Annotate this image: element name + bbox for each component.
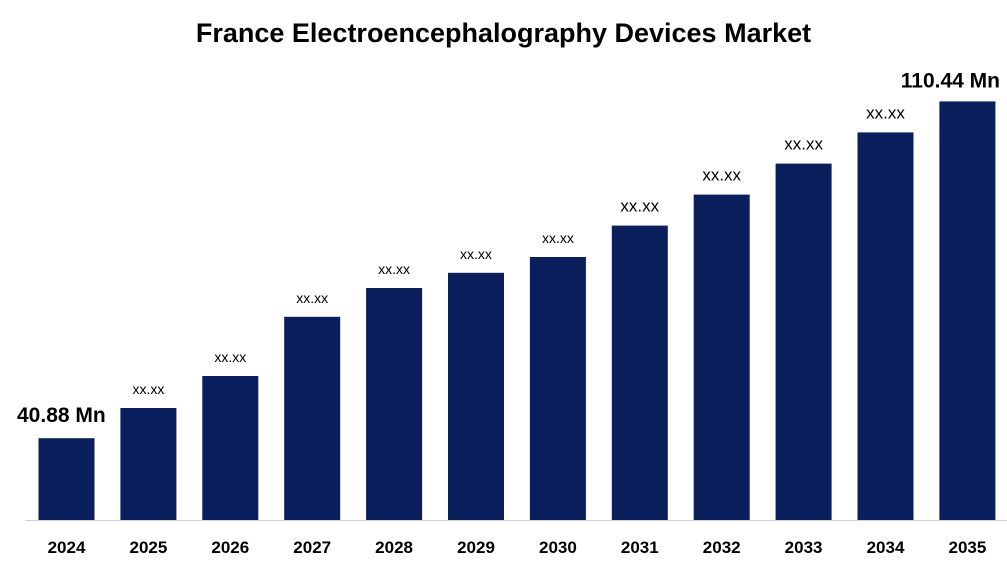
bar-2033 [775,163,832,520]
data-label-2030: xx.xx [542,230,574,246]
x-tick-label: 2028 [375,538,413,557]
bar-2030 [529,257,586,520]
data-label-2026: xx.xx [214,349,246,365]
bar-2026 [202,376,259,520]
x-tick-label: 2032 [703,538,741,557]
data-label-2029: xx.xx [460,246,492,262]
bar-2024 [38,438,95,520]
x-tick-label: 2034 [867,538,905,557]
bar-2035 [939,101,996,521]
x-tick-label: 2025 [129,538,167,557]
bar-2031 [611,225,668,520]
data-label-2035: 110.44 Mn [901,69,1000,92]
bar-2034 [857,132,914,520]
x-tick-label: 2030 [539,538,577,557]
bar-2028 [366,288,423,520]
bars-group [38,101,996,521]
x-tick-label: 2029 [457,538,495,557]
x-tick-label: 2024 [48,538,86,557]
bar-2025 [120,408,177,520]
x-tick-label: 2033 [785,538,823,557]
data-label-2025: xx.xx [132,381,164,397]
data-label-2024: 40.88 Mn [17,404,106,427]
x-tick-label: 2026 [211,538,249,557]
chart-title: France Electroencephalography Devices Ma… [195,18,812,48]
bar-2029 [448,272,504,520]
data-label-2034: xx.xx [866,103,905,122]
bar-2027 [284,316,341,520]
data-label-2032: xx.xx [702,166,741,185]
data-label-2027: xx.xx [296,290,328,306]
data-label-2033: xx.xx [784,135,823,154]
data-labels-group: 40.88 Mn xx.xx xx.xx xx.xx xx.xx xx.xx xx.xx xx… [17,69,1000,427]
x-tick-label: 2035 [948,538,986,557]
data-label-2028: xx.xx [378,261,410,277]
data-label-2031: xx.xx [620,197,659,216]
bar-2032 [693,194,750,520]
x-tick-label: 2031 [621,538,659,557]
x-tick-labels-group: 2024 2025 2026 2027 2028 2029 2030 2031 2032 2033… [48,538,987,557]
x-tick-label: 2027 [293,538,331,557]
